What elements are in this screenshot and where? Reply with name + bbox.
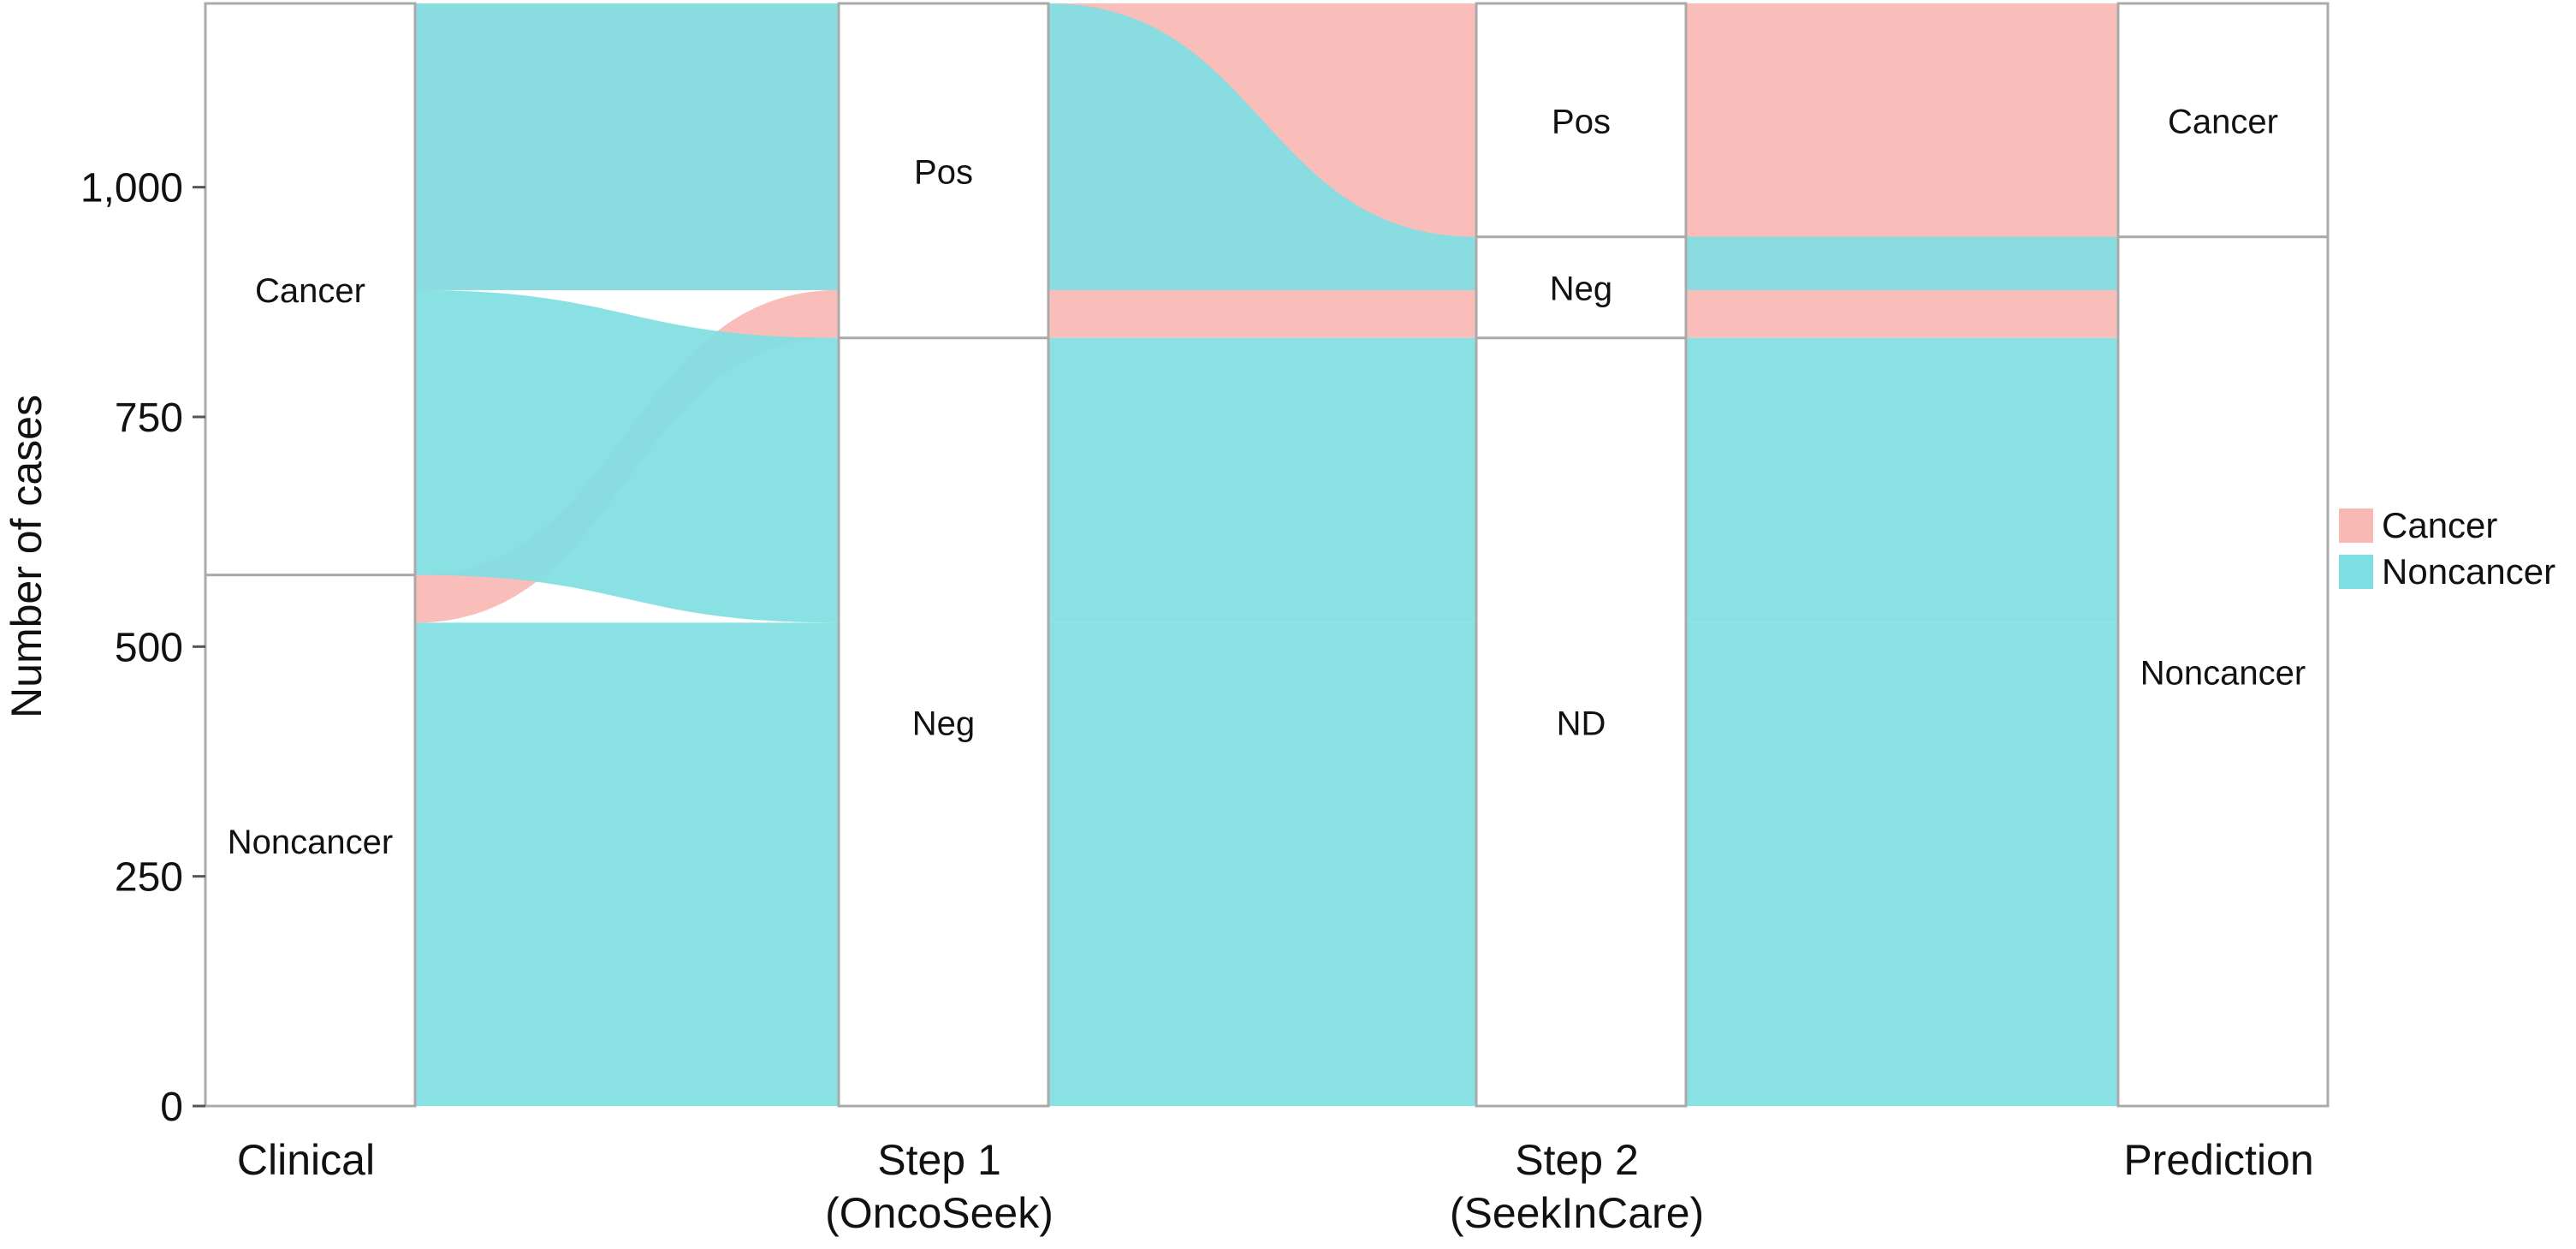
flow-cancer-1-seg-2 [1686,289,2118,338]
flow-noncancer-4-seg-1 [1048,3,1476,290]
y-tick-label: 0 [160,1085,183,1130]
stratum-box-2-neg [1475,235,1688,340]
stratum-label-2-nd: ND [1557,705,1606,742]
stratum-box-3-noncancer [2116,235,2330,1108]
stratum-box-1-neg [837,336,1050,1108]
legend-label-noncancer: Noncancer [2382,551,2555,592]
stratum-box-3-cancer [2116,2,2330,239]
stratum-label-1-pos: Pos [914,153,973,191]
y-axis: 0 250 500 750 1,000 [80,166,205,1130]
flows-layer [415,3,2118,1106]
x-axis-label-2: Step 2 (SeekInCare) [1450,1136,1704,1237]
flow-cancer-3-seg-2 [1686,3,2118,290]
stratum-label-3-cancer: Cancer [2168,103,2278,140]
flow-noncancer-2-seg-1 [1048,337,1476,623]
flow-noncancer-4-seg-2 [1686,236,2118,290]
stratum-label-2-pos: Pos [1552,103,1611,140]
stratum-box-1-pos [837,2,1050,340]
stratum-box-2-nd [1475,336,1688,1108]
flow-noncancer-2-seg-2 [1686,337,2118,623]
y-tick-label: 500 [115,625,183,670]
y-tick-label: 750 [115,396,183,441]
stratum-box-2-pos [1475,2,1688,239]
flow-noncancer-0-seg-1 [1048,622,1476,1106]
strata-layer: Noncancer Cancer Neg Pos ND Neg Pos Noncancer Ca… [204,2,2330,1108]
legend-swatch-noncancer [2339,555,2373,589]
legend-swatch-cancer [2339,509,2373,543]
y-axis-title: Number of cases [3,395,50,718]
flow-noncancer-4-seg-0 [415,3,839,290]
stratum-label-0-cancer: Cancer [255,272,365,310]
x-axis-label-3: Prediction [2123,1136,2313,1184]
stratum-label-2-neg: Neg [1550,271,1612,308]
stratum-box-0-cancer [204,2,417,577]
legend: Cancer Noncancer [2339,505,2555,592]
legend-label-cancer: Cancer [2382,505,2497,545]
stratum-label-3-noncancer: Noncancer [2140,654,2306,692]
y-tick-label: 250 [115,855,183,901]
x-axis-label-1: Step 1 (OncoSeek) [825,1136,1054,1237]
x-axis-label-0: Clinical [237,1136,375,1184]
flow-noncancer-2-seg-0 [415,289,839,623]
flow-cancer-1-seg-1 [1048,289,1476,338]
stratum-label-1-neg: Neg [912,705,975,742]
y-tick-label: 1,000 [80,166,183,211]
flow-noncancer-0-seg-2 [1686,622,2118,1106]
flow-noncancer-0-seg-0 [415,622,839,1106]
stratum-box-0-noncancer [204,574,417,1108]
stratum-label-0-noncancer: Noncancer [228,824,393,861]
x-axis-labels: Clinical Step 1 (OncoSeek) Step 2 (SeekInCar… [237,1136,2314,1237]
